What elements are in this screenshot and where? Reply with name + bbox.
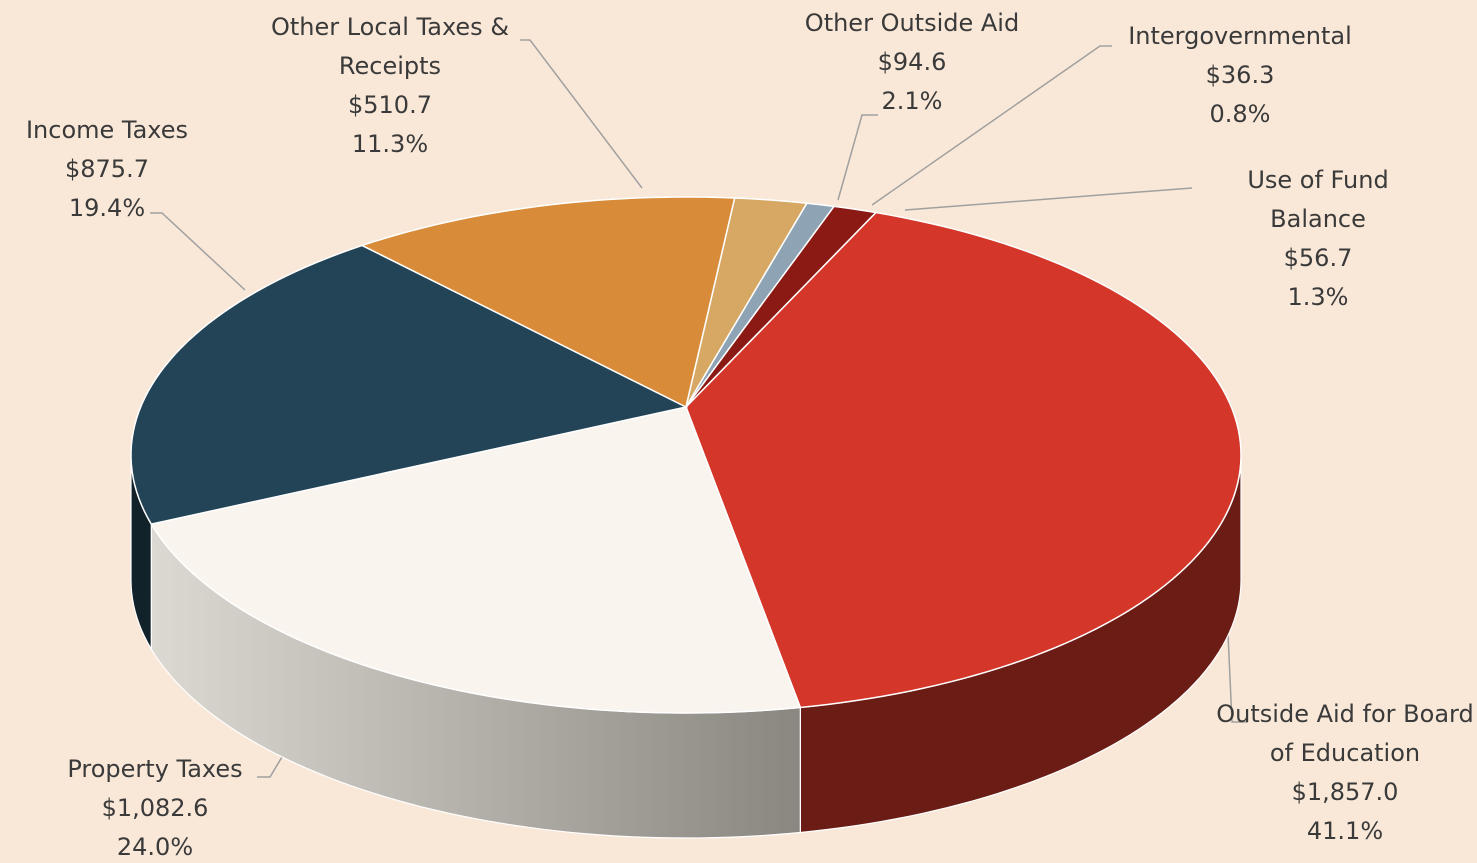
- slice-label: Other Local Taxes & Receipts $510.7 11.3%: [245, 8, 535, 164]
- slice: [360, 196, 736, 409]
- slice: [685, 211, 1242, 709]
- leader-line: [837, 114, 878, 201]
- leader-line: [871, 45, 1112, 206]
- share-label: 2.1%: [881, 87, 943, 115]
- value-label: $1,082.6: [101, 794, 209, 822]
- share-label: 0.8%: [1209, 100, 1271, 128]
- category-label: Other Local Taxes & Receipts: [270, 13, 510, 80]
- slice-label: Property Taxes $1,082.6 24.0%: [0, 750, 315, 863]
- share-label: 24.0%: [116, 833, 194, 861]
- category-label: Income Taxes: [25, 116, 189, 144]
- leader-line: [150, 212, 246, 291]
- value-label: $875.7: [65, 155, 149, 183]
- category-label: Property Taxes: [67, 755, 243, 783]
- value-label: $510.7: [348, 91, 432, 119]
- value-label: $1,857.0: [1291, 778, 1399, 806]
- category-label: Intergovernmental: [1128, 22, 1352, 50]
- value-label: $36.3: [1205, 61, 1275, 89]
- slice-label: Intergovernmental $36.3 0.8%: [1100, 17, 1380, 134]
- share-label: 19.4%: [68, 194, 146, 222]
- slice: [130, 244, 689, 525]
- slice: [685, 205, 878, 408]
- slice-label: Use of Fund Balance $56.7 1.3%: [1228, 161, 1408, 317]
- leader-lines: [150, 39, 1248, 778]
- share-label: 1.3%: [1287, 283, 1349, 311]
- category-label: Other Outside Aid: [804, 9, 1020, 37]
- leader-line: [904, 187, 1193, 211]
- leader-line: [257, 751, 286, 778]
- share-label: 41.1%: [1306, 817, 1384, 845]
- share-label: 11.3%: [351, 130, 429, 158]
- category-label: Use of Fund Balance: [1247, 166, 1389, 233]
- slice: [150, 406, 802, 714]
- slice-label: Outside Aid for Board of Education $1,857…: [1214, 695, 1476, 851]
- value-label: $56.7: [1283, 244, 1353, 272]
- value-label: $94.6: [877, 48, 947, 76]
- category-label: Outside Aid for Board of Education: [1216, 700, 1474, 767]
- slice-label: Income Taxes $875.7 19.4%: [0, 111, 237, 228]
- slice-label: Other Outside Aid $94.6 2.1%: [782, 4, 1042, 121]
- leader-line: [520, 39, 643, 189]
- pie-tops: [130, 196, 1242, 714]
